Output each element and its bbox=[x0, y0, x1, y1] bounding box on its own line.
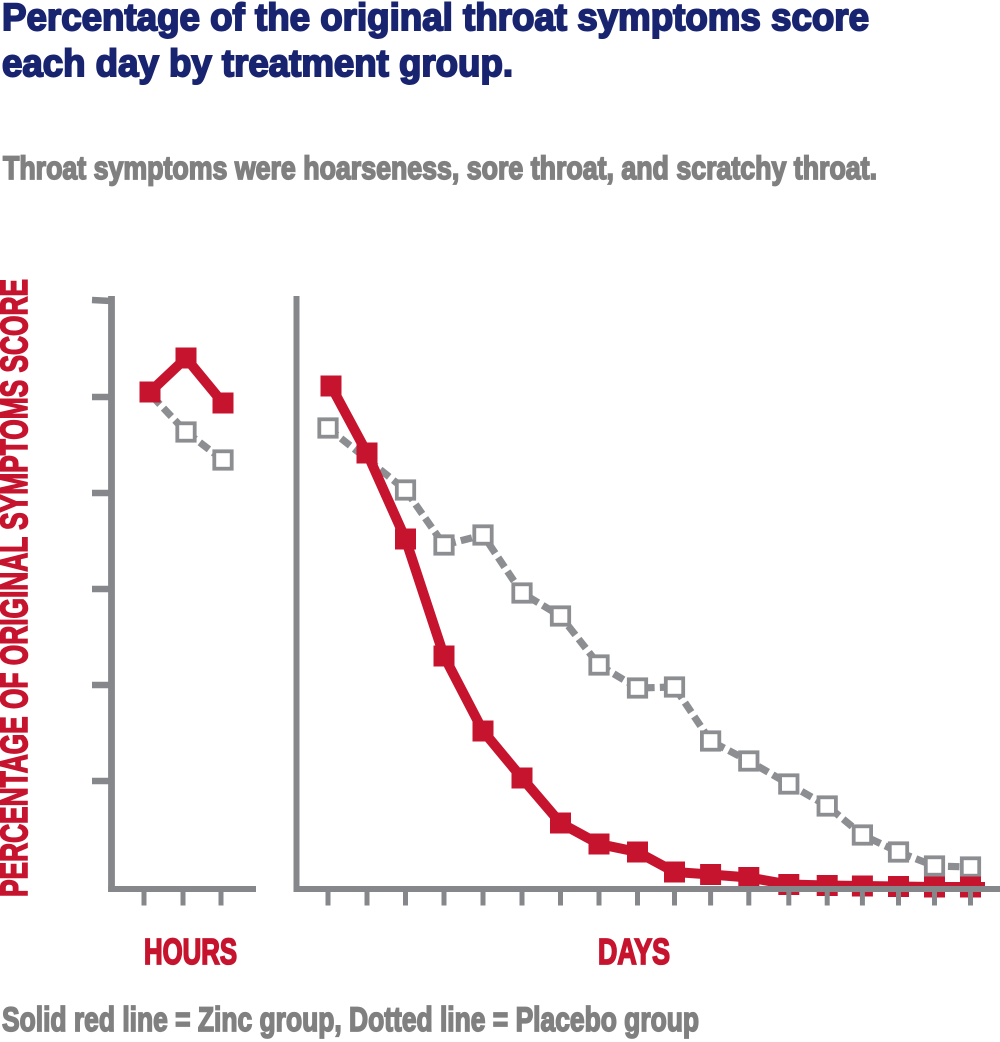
svg-text:Throat symptoms were hoarsenes: Throat symptoms were hoarseness, sore th… bbox=[3, 150, 877, 186]
svg-text:each day by treatment group.: each day by treatment group. bbox=[2, 43, 513, 85]
svg-text:Solid red line = Zinc group, D: Solid red line = Zinc group, Dotted line… bbox=[2, 1001, 699, 1039]
svg-text:Percentage of the original thr: Percentage of the original throat sympto… bbox=[2, 0, 869, 39]
svg-text:HOURS: HOURS bbox=[144, 931, 237, 972]
svg-text:PERCENTAGE OF ORIGINAL SYMPTOM: PERCENTAGE OF ORIGINAL SYMPTOMS SCORE bbox=[0, 279, 36, 897]
svg-text:DAYS: DAYS bbox=[598, 931, 670, 972]
